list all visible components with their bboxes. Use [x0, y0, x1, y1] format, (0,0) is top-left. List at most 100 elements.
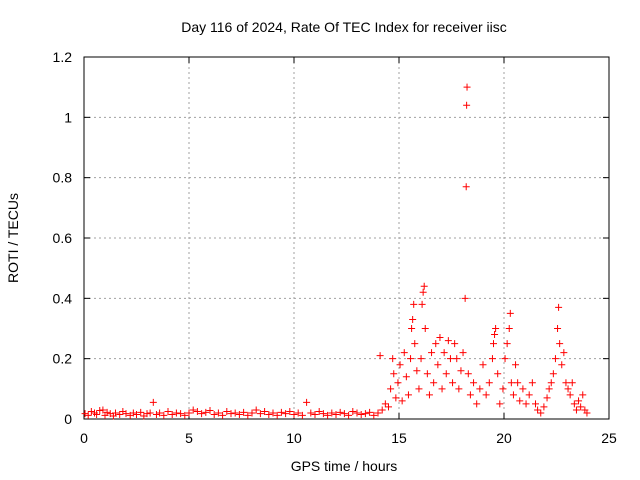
data-point: [537, 409, 545, 417]
data-point: [248, 409, 256, 417]
data-point: [193, 407, 201, 415]
data-point: [172, 409, 180, 417]
data-point: [129, 409, 137, 417]
data-point: [252, 406, 260, 414]
data-point: [551, 355, 559, 363]
data-point: [273, 411, 281, 419]
data-point: [556, 340, 564, 348]
grid-lines: [84, 57, 609, 419]
data-point: [496, 400, 504, 408]
data-point: [449, 379, 457, 387]
data-point: [466, 391, 474, 399]
data-point: [261, 407, 269, 415]
data-point: [572, 406, 580, 414]
data-point: [143, 410, 151, 418]
data-point: [558, 361, 566, 369]
data-point: [307, 409, 315, 417]
data-point: [514, 379, 522, 387]
y-axis-ticks: 0 0.2 0.4 0.6 0.8 1 1.2: [53, 49, 609, 427]
data-point: [269, 409, 277, 417]
data-point: [543, 394, 551, 402]
data-point: [156, 409, 164, 417]
data-point: [392, 394, 400, 402]
data-point: [554, 325, 562, 332]
data-point: [549, 370, 557, 378]
data-point: [577, 403, 585, 411]
data-point: [290, 410, 298, 418]
data-point: [265, 410, 273, 418]
data-point: [389, 355, 397, 363]
data-point: [457, 367, 465, 375]
data-point: [461, 294, 469, 302]
data-point: [407, 355, 415, 363]
data-point: [564, 385, 572, 393]
data-point: [244, 411, 252, 419]
data-point: [499, 385, 507, 393]
y-tick-label: 0.2: [53, 351, 73, 367]
x-tick-label: 10: [286, 430, 302, 446]
data-point: [430, 379, 438, 387]
data-point: [332, 410, 340, 418]
data-point: [411, 340, 419, 348]
data-point: [482, 391, 490, 399]
y-tick-label: 1: [64, 109, 72, 125]
data-point: [451, 340, 459, 348]
data-point: [240, 408, 248, 416]
x-tick-label: 15: [391, 430, 407, 446]
data-point: [438, 385, 446, 393]
data-point: [315, 407, 323, 415]
data-point: [540, 403, 548, 411]
y-tick-label: 1.2: [53, 49, 73, 65]
data-point: [507, 379, 515, 387]
data-point: [560, 349, 568, 357]
data-point: [396, 361, 404, 369]
data-point: [420, 282, 428, 290]
data-point: [374, 409, 382, 417]
data-point: [413, 367, 421, 375]
data-point: [442, 370, 450, 378]
y-tick-label: 0: [64, 411, 72, 427]
data-point: [463, 101, 471, 109]
data-point: [353, 409, 361, 417]
data-point: [462, 183, 470, 191]
data-point: [398, 397, 406, 405]
data-point: [453, 355, 461, 363]
data-point: [328, 409, 336, 417]
data-point: [568, 379, 576, 387]
data-point: [503, 340, 511, 348]
data-point: [522, 400, 530, 408]
data-point: [446, 355, 454, 363]
data-point: [512, 361, 520, 369]
y-tick-label: 0.6: [53, 230, 73, 246]
data-point: [492, 325, 500, 332]
x-tick-label: 5: [185, 430, 193, 446]
data-point: [277, 408, 285, 416]
data-point: [387, 385, 395, 393]
data-point: [479, 361, 487, 369]
data-point: [303, 398, 311, 406]
data-point: [579, 391, 587, 399]
data-point: [525, 391, 533, 399]
data-point: [490, 340, 497, 348]
data-point: [463, 83, 471, 91]
data-point: [357, 410, 365, 418]
data-point: [349, 407, 357, 415]
data-point: [160, 411, 168, 419]
data-point: [506, 309, 514, 317]
data-point: [319, 410, 327, 418]
y-tick-label: 0.4: [53, 290, 73, 306]
data-point: [488, 355, 496, 363]
data-point: [409, 315, 417, 323]
data-point: [455, 385, 463, 393]
data-point: [219, 411, 227, 419]
data-point: [470, 379, 478, 387]
data-point: [444, 337, 452, 345]
data-point: [566, 391, 574, 399]
data-point: [378, 406, 386, 414]
data-point: [282, 410, 290, 418]
data-point: [81, 410, 89, 418]
data-point: [583, 409, 591, 417]
data-point: [152, 410, 160, 418]
data-point: [402, 373, 410, 381]
